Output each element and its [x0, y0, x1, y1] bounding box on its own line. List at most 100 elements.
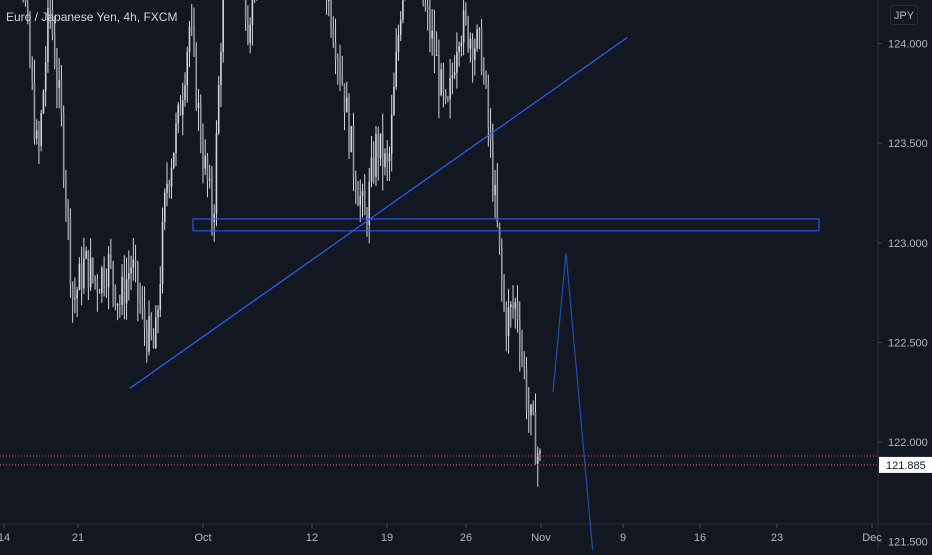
candle-body: [175, 123, 177, 153]
candle-body: [532, 404, 535, 413]
candle-body: [24, 0, 27, 3]
candle-body: [121, 276, 123, 305]
candle-body: [161, 221, 164, 285]
candle-body: [494, 185, 496, 196]
candle-body: [478, 28, 481, 30]
candle-body: [157, 309, 159, 318]
candle-body: [363, 190, 366, 215]
candle-body: [462, 10, 465, 43]
time-tick-label: 16: [694, 532, 706, 544]
price-tick-label: 123.500: [888, 138, 928, 150]
candle-body: [83, 258, 85, 289]
price-tick-label: 121.500: [888, 537, 928, 549]
candle-body: [525, 368, 528, 410]
candle-body: [451, 75, 454, 79]
candle-body: [501, 246, 503, 282]
currency-badge[interactable]: JPY: [890, 5, 918, 25]
candle-body: [496, 185, 499, 224]
candle-body: [471, 38, 474, 60]
candle-body: [447, 99, 449, 101]
candle-body: [125, 279, 128, 304]
candle-body: [42, 91, 45, 114]
candle-body: [134, 259, 137, 263]
candle-body: [217, 85, 220, 133]
chart-title: Euro / Japanese Yen, 4h, FXCM: [6, 10, 178, 24]
candle-body: [148, 316, 150, 352]
candle-body: [480, 28, 483, 73]
candle-body: [444, 91, 447, 100]
candle-body: [159, 284, 162, 310]
candle-body: [505, 308, 508, 336]
candle-body: [509, 304, 512, 308]
candle-body: [76, 289, 78, 299]
candle-body: [453, 72, 456, 76]
candle-body: [456, 51, 458, 73]
candle-body: [350, 126, 353, 152]
candle-body: [62, 113, 65, 180]
candle-body: [96, 280, 99, 293]
candle-body: [476, 29, 478, 49]
candle-body: [26, 2, 29, 19]
candle-body: [40, 113, 42, 146]
candle-body: [53, 33, 56, 67]
candle-body: [498, 223, 501, 247]
candle-body: [247, 20, 249, 43]
time-tick-label: 19: [381, 532, 393, 544]
candle-body: [442, 69, 445, 92]
candle-body: [251, 0, 254, 25]
candle-body: [249, 24, 251, 43]
candle-body: [341, 75, 344, 84]
candles-group: [22, 0, 541, 487]
candle-body: [516, 301, 519, 320]
time-tick-label: Dec: [862, 532, 882, 544]
candle-body: [215, 132, 218, 214]
candle-body: [379, 133, 382, 159]
candle-body: [35, 130, 38, 139]
candle-body: [366, 214, 368, 225]
candle-body: [402, 0, 404, 20]
time-tick-label: 21: [72, 532, 84, 544]
candle-body: [123, 276, 126, 304]
candle-body: [154, 317, 157, 349]
candle-body: [51, 8, 54, 34]
candle-body: [211, 179, 213, 223]
candle-body: [208, 179, 211, 181]
trendline: [129, 37, 628, 389]
time-tick-label: 14: [0, 532, 10, 544]
candle-body: [114, 286, 117, 306]
candle-body: [327, 0, 330, 2]
candle-body: [87, 250, 90, 288]
candle-body: [377, 134, 380, 159]
candle-body: [105, 286, 108, 288]
candle-body: [334, 42, 337, 60]
candle-body: [399, 19, 402, 36]
candle-body: [485, 74, 487, 85]
candle-body: [78, 263, 81, 290]
candle-body: [65, 179, 67, 206]
candle-body: [172, 152, 175, 168]
price-tick-label: 124.000: [888, 39, 928, 51]
candle-body: [199, 102, 202, 146]
candle-body: [98, 292, 101, 294]
candle-body: [381, 133, 384, 168]
candle-body: [58, 80, 60, 88]
candle-body: [388, 153, 391, 162]
candle-body: [29, 18, 31, 65]
candle-body: [348, 97, 350, 152]
candle-body: [424, 3, 427, 7]
candle-body: [521, 349, 523, 358]
candle-body: [33, 81, 36, 139]
candle-body: [132, 259, 135, 268]
candle-body: [336, 59, 339, 63]
candle-body: [339, 62, 341, 76]
price-tick-label: 122.500: [888, 337, 928, 349]
candle-body: [507, 307, 510, 336]
candle-body: [483, 72, 485, 75]
candle-body: [330, 0, 332, 29]
candle-body: [370, 157, 373, 182]
candle-body: [152, 335, 155, 349]
time-tick-label: 9: [620, 532, 626, 544]
candle-body: [343, 83, 346, 113]
